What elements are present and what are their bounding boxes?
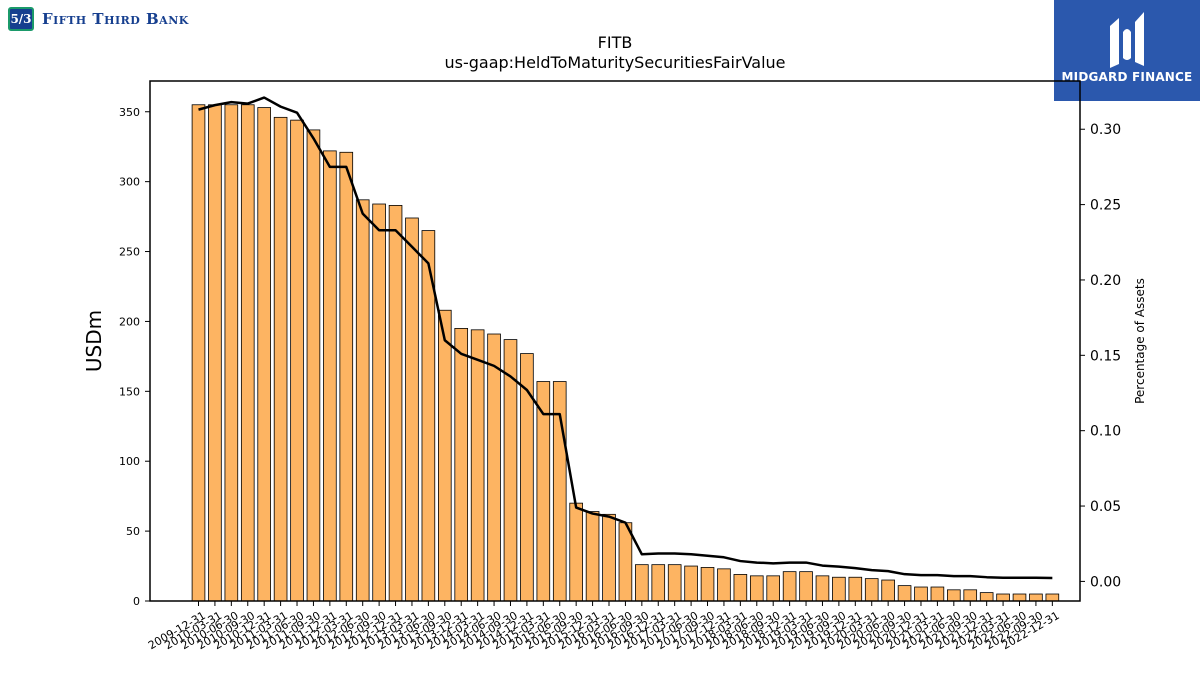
bar [848,576,863,602]
bar [454,328,469,602]
bar [306,129,321,602]
bar [487,333,501,602]
bar [996,593,1010,602]
midgard-logo-text: MIDGARD FINANCE [1061,70,1193,84]
plot-frame [149,80,1081,602]
bar [1045,593,1060,602]
bar [470,329,485,602]
bar [224,104,239,602]
y-axis-label: USDm [82,310,106,372]
y2-tick-label: 0.20 [1090,273,1121,289]
bar [405,217,419,602]
bar [864,578,879,602]
bar [815,575,830,602]
bank-logo: 5/3 Fifth Third Bank [8,7,189,31]
bar [782,571,797,602]
bank-logo-icon: 5/3 [8,7,34,31]
chart-subtitle: us-gaap:HeldToMaturitySecuritiesFairValu… [444,53,785,72]
bar [290,119,304,602]
bar [700,567,715,602]
y-tick-label: 300 [119,176,140,189]
bar [947,589,961,602]
bar [323,150,337,602]
bar [979,592,994,602]
bar [832,576,846,602]
axis-ticks: 0 50 100 150 200 250 300 350 0.00 0.05 0.10 0.15 0.2… [119,106,1121,652]
bar [257,107,271,602]
bar [881,579,895,602]
bar [355,199,370,602]
chart-title: FITB [598,33,633,52]
bar [1029,593,1043,602]
bar [799,571,813,602]
bar [208,104,222,602]
bar [1012,593,1027,602]
line-series [198,96,1053,580]
y2-tick-label: 0.30 [1090,122,1121,138]
y-tick-label: 350 [119,106,140,119]
y-tick-label: 0 [133,595,140,608]
midgard-finance-logo: MIDGARD FINANCE [1054,0,1200,101]
bar [372,203,386,602]
bar [569,502,583,602]
y-tick-label: 150 [119,385,140,398]
bar [717,568,731,602]
bar [684,565,698,602]
bar [240,104,255,602]
bar [339,151,354,602]
bar [914,586,928,602]
bar [618,522,633,602]
y2-tick-label: 0.05 [1090,499,1121,515]
bar [585,511,600,602]
y2-tick-label: 0.15 [1090,348,1121,364]
bar [766,575,780,602]
bar [733,574,748,602]
bar [191,104,206,602]
bank-name: Fifth Third Bank [42,10,189,28]
bar [667,564,682,602]
y-tick-label: 250 [119,246,140,259]
midgard-logo-icon [1110,12,1144,68]
bar [897,585,912,602]
y2-tick-label: 0.25 [1090,198,1121,214]
y2-axis-label: Percentage of Assets [1133,278,1147,404]
bar [963,589,978,602]
bar [388,205,403,602]
y2-tick-label: 0.10 [1090,424,1121,440]
bar [273,116,288,602]
y-tick-label: 50 [126,525,140,538]
y2-tick-label: 0.00 [1090,574,1121,590]
bar [930,586,945,602]
bar [602,513,616,602]
bar [651,564,666,602]
y-tick-label: 100 [119,455,140,468]
bar [749,575,764,602]
pct-assets-line [198,96,1053,580]
bar [635,564,649,602]
y-tick-label: 200 [119,315,140,328]
bar-series [191,104,1060,602]
bar [437,309,452,602]
